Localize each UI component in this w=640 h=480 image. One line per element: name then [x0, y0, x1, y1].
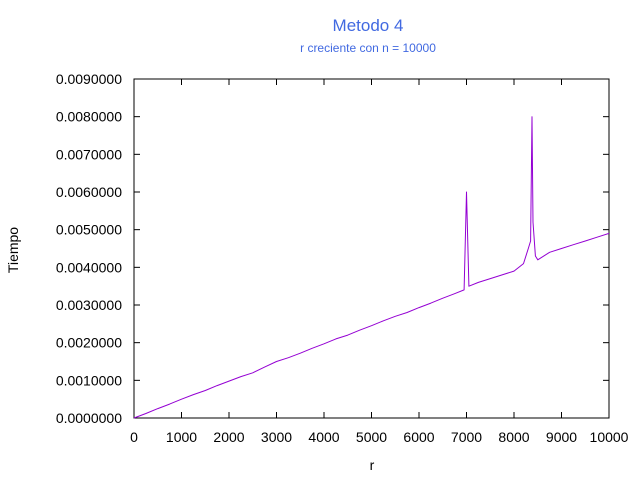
y-tick-label: 0.0010000	[56, 372, 122, 388]
x-tick-label: 8000	[498, 429, 529, 445]
y-tick-label: 0.0080000	[56, 109, 122, 125]
y-tick-label: 0.0070000	[56, 146, 122, 162]
chart-subtitle: r creciente con n = 10000	[300, 41, 436, 55]
x-tick-label: 3000	[261, 429, 292, 445]
chart-title: Metodo 4	[333, 16, 404, 35]
series-layer	[133, 116, 610, 419]
x-tick-label: 2000	[213, 429, 244, 445]
x-tick-label: 1000	[166, 429, 197, 445]
x-axis-label: r	[370, 457, 375, 473]
y-axis: 0.0000000 0.0010000 0.0020000 0.0030000 0.00…	[56, 71, 609, 426]
y-tick-label: 0.0020000	[56, 335, 122, 351]
x-tick-label: 5000	[356, 429, 387, 445]
y-tick-label: 0.0060000	[56, 184, 122, 200]
x-tick-label: 4000	[308, 429, 339, 445]
x-tick-label: 10000	[590, 429, 629, 445]
x-tick-label: 9000	[546, 429, 577, 445]
y-axis-label: Tiempo	[5, 227, 21, 273]
x-tick-label: 0	[130, 429, 138, 445]
y-tick-label: 0.0030000	[56, 297, 122, 313]
y-tick-label: 0.0000000	[56, 410, 122, 426]
x-axis: 0 1000 2000 3000 4000 5000 6000 7000 8000 9000 100…	[130, 79, 629, 445]
y-tick-label: 0.0090000	[56, 71, 122, 87]
y-tick-label: 0.0040000	[56, 259, 122, 275]
plot-border	[133, 78, 610, 419]
x-tick-label: 6000	[403, 429, 434, 445]
y-tick-label: 0.0050000	[56, 222, 122, 238]
series-line	[133, 116, 610, 419]
x-tick-label: 7000	[451, 429, 482, 445]
